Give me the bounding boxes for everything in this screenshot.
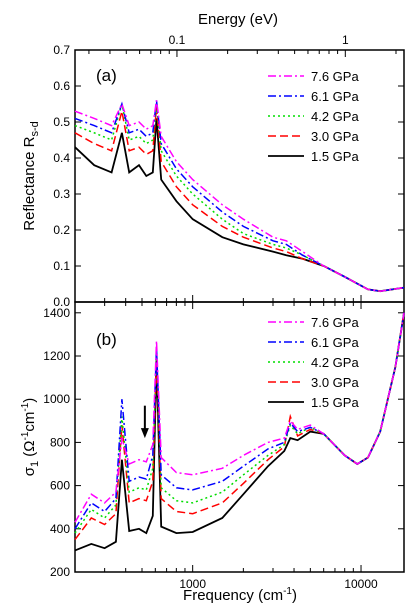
panel-b-ytick-label: 1000 xyxy=(43,392,70,406)
ylabel-part: σ xyxy=(21,466,38,476)
panel-a-frame xyxy=(74,49,405,303)
panel-b-legend-label: 6.1 GPa xyxy=(311,335,359,350)
panel-b-frame xyxy=(74,301,405,573)
top-axis-label: Energy (eV) xyxy=(198,11,278,28)
axis-ticks: 0.0 0.1 0.2 0.3 0.4 0.5 0.6 0.7 200 400 600 800 1000… xyxy=(43,33,404,591)
panel-a-curve-1-5-gpa xyxy=(74,118,405,293)
panel-b-label: (b) xyxy=(96,330,117,349)
panel-a-ylabel: Reflectance Rs-d xyxy=(21,121,41,231)
panel-a-legend-label: 7.6 GPa xyxy=(311,69,359,84)
panel-a-curves xyxy=(74,100,405,293)
arrow-annotation xyxy=(140,405,149,439)
panel-a-ytick-label: 0.6 xyxy=(53,79,70,93)
panel-b-ytick-label: 800 xyxy=(50,435,70,449)
panel-a-legend-label: 6.1 GPa xyxy=(311,89,359,104)
arrow-head xyxy=(140,428,149,439)
panel-a-ytick-label: 0.4 xyxy=(53,151,70,165)
panel-a-ytick-label: 0.1 xyxy=(53,259,70,273)
panel-b-ylabel: σ1 (Ω-1cm-1) xyxy=(20,398,41,477)
panel-b-curve-1-5-gpa xyxy=(74,312,405,552)
ylabel-part: -1 xyxy=(20,431,31,440)
panel-b-ytick-label: 400 xyxy=(50,522,70,536)
panel-b-curves xyxy=(74,312,405,552)
panel-b-ytick-label: 200 xyxy=(50,565,70,579)
ylabel-part: cm xyxy=(21,412,38,432)
ylabel-part: (Ω xyxy=(21,441,38,461)
ylabel-part: ) xyxy=(21,398,38,403)
panel-b-curve-7-6-gpa xyxy=(74,312,405,523)
ylabel-part: -1 xyxy=(20,402,31,411)
panel-b-curve-3-0-gpa xyxy=(74,312,405,541)
panel-b-legend-label: 1.5 GPa xyxy=(311,395,359,410)
panel-a-curve-6-1-gpa xyxy=(74,100,405,292)
panel-b-legend-label: 7.6 GPa xyxy=(311,315,359,330)
panel-a-label: (a) xyxy=(96,66,117,85)
panel-b-curve-4-2-gpa xyxy=(74,312,405,534)
panel-b-ytick-label: 600 xyxy=(50,479,70,493)
panel-a-ytick-label: 0.7 xyxy=(53,43,70,57)
panel-a-ytick-label: 0.5 xyxy=(53,115,70,129)
panel-a-ytick-label: 0.0 xyxy=(53,295,70,309)
panel-b-xtick-label: 10000 xyxy=(344,577,378,591)
panel-b-xlabel: Frequency (cm-1) xyxy=(183,586,297,604)
ylabel-part: 1 xyxy=(29,461,41,467)
panel-b-xtick-label: 1000 xyxy=(179,577,206,591)
panel-b-legend-label: 3.0 GPa xyxy=(311,375,359,390)
panel-b-ytick-label: 1200 xyxy=(43,349,70,363)
panel-b-ytick-label: 1400 xyxy=(43,306,70,320)
panel-b-legend-label: 4.2 GPa xyxy=(311,355,359,370)
panel-b-legend: 7.6 GPa 6.1 GPa 4.2 GPa 3.0 GPa 1.5 GPa xyxy=(268,315,359,410)
panel-a-legend: 7.6 GPa 6.1 GPa 4.2 GPa 3.0 GPa 1.5 GPa xyxy=(268,69,359,164)
panel-a-ytick-label: 0.3 xyxy=(53,187,70,201)
panel-a-legend-label: 1.5 GPa xyxy=(311,149,359,164)
top-axis-tick-label: 1 xyxy=(342,33,349,47)
top-axis-tick-label: 0.1 xyxy=(169,33,186,47)
panel-a-ytick-label: 0.2 xyxy=(53,223,70,237)
panel-a-legend-label: 3.0 GPa xyxy=(311,129,359,144)
panel-a-legend-label: 4.2 GPa xyxy=(311,109,359,124)
